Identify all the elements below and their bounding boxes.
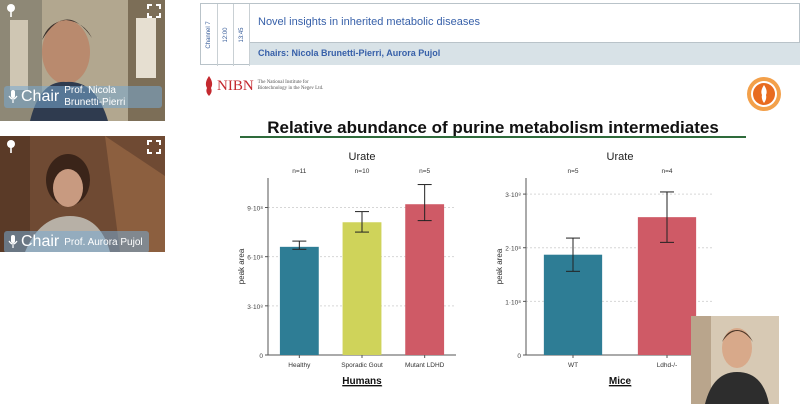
y-tick-label: 3·10⁸ <box>247 304 263 311</box>
session-header: Channel 7 12:00 13:45 Novel insights in … <box>200 3 800 66</box>
chart-mice: Urate 0 1·10⁸ 2·10⁸ 3·10⁸ peak area WT n=5 Ldhd-… <box>486 146 726 391</box>
bar <box>279 246 319 355</box>
y-tick-label: 2·10⁸ <box>505 246 521 253</box>
y-tick-label: 3·10⁸ <box>505 192 521 199</box>
bar <box>405 204 445 355</box>
microphone-icon <box>8 235 18 248</box>
chairs-row: Chairs: Nicola Brunetti-Pierri, Aurora P… <box>250 42 800 65</box>
video-tile-chair-1[interactable]: Chair Prof. Nicola Brunetti-Pierri <box>0 0 165 121</box>
nibn-flame-icon <box>205 76 213 96</box>
chart-title: Urate <box>607 151 634 163</box>
y-tick-label: 1·10⁸ <box>505 299 521 306</box>
chair-badge: Chair <box>21 88 60 105</box>
bar <box>342 222 382 355</box>
title-underline <box>240 136 746 138</box>
group-label: Humans <box>342 376 382 387</box>
participant-label: Chair Prof. Aurora Pujol <box>4 231 149 252</box>
y-tick-label: 9·10⁸ <box>247 206 263 213</box>
n-label: n=5 <box>567 168 578 175</box>
y-axis-label: peak area <box>495 248 504 284</box>
urate-humans-chart: Urate 0 3·10⁸ 6·10⁸ 9·10⁸ peak area Healthy n=1… <box>237 151 456 387</box>
nibn-tagline: The National Institute for Biotechnology… <box>257 80 324 91</box>
x-tick-label: Sporadic Gout <box>341 362 383 369</box>
x-tick-label: Mutant LDHD <box>405 362 445 369</box>
y-axis-label: peak area <box>237 248 246 284</box>
session-title: Novel insights in inherited metabolic di… <box>258 16 480 28</box>
y-tick-label: 6·10⁸ <box>247 255 263 262</box>
participant-name: Prof. Nicola Brunetti-Pierri <box>64 85 126 108</box>
y-tick-label: 0 <box>259 353 263 360</box>
expand-icon[interactable] <box>147 140 161 154</box>
channel-label: Channel 7 <box>206 21 212 49</box>
n-label: n=5 <box>419 168 430 175</box>
end-time: 13:45 <box>238 27 245 43</box>
video-tile-chair-2[interactable]: Chair Prof. Aurora Pujol <box>0 136 165 252</box>
presenter-video-frame <box>691 316 779 404</box>
channel-cell: Channel 7 <box>201 4 218 66</box>
x-tick-label: Ldhd-/- <box>657 362 678 369</box>
pin-icon[interactable] <box>5 3 17 17</box>
n-label: n=10 <box>355 168 370 175</box>
start-time-cell: 12:00 <box>218 4 234 66</box>
x-tick-label: WT <box>568 362 578 369</box>
chairs-text: Chairs: Nicola Brunetti-Pierri, Aurora P… <box>258 48 441 58</box>
end-time-cell: 13:45 <box>234 4 250 66</box>
participant-name: Prof. Aurora Pujol <box>64 236 143 248</box>
pin-icon[interactable] <box>5 139 17 153</box>
chair-badge: Chair <box>21 233 60 250</box>
presenter-video[interactable] <box>691 316 779 404</box>
x-tick-label: Healthy <box>288 362 311 369</box>
nibn-logo: NIBN The National Institute for Biotechn… <box>203 76 338 96</box>
start-time: 12:00 <box>222 27 229 43</box>
microphone-icon <box>8 90 18 103</box>
slide-title: Relative abundance of purine metabolism … <box>267 118 719 137</box>
chart-title: Urate <box>349 151 376 163</box>
university-emblem-icon <box>747 77 781 111</box>
group-label: Mice <box>609 376 632 387</box>
nibn-wordmark: NIBN <box>217 77 254 94</box>
expand-icon[interactable] <box>147 4 161 18</box>
n-label: n=11 <box>292 168 307 175</box>
chart-humans: Urate 0 3·10⁸ 6·10⁸ 9·10⁸ peak area Healthy n=1… <box>228 146 468 391</box>
urate-mice-chart: Urate 0 1·10⁸ 2·10⁸ 3·10⁸ peak area WT n=5 Ldhd-… <box>495 151 714 387</box>
participant-label: Chair Prof. Nicola Brunetti-Pierri <box>4 85 163 108</box>
y-tick-label: 0 <box>517 353 521 360</box>
n-label: n=4 <box>661 168 672 175</box>
